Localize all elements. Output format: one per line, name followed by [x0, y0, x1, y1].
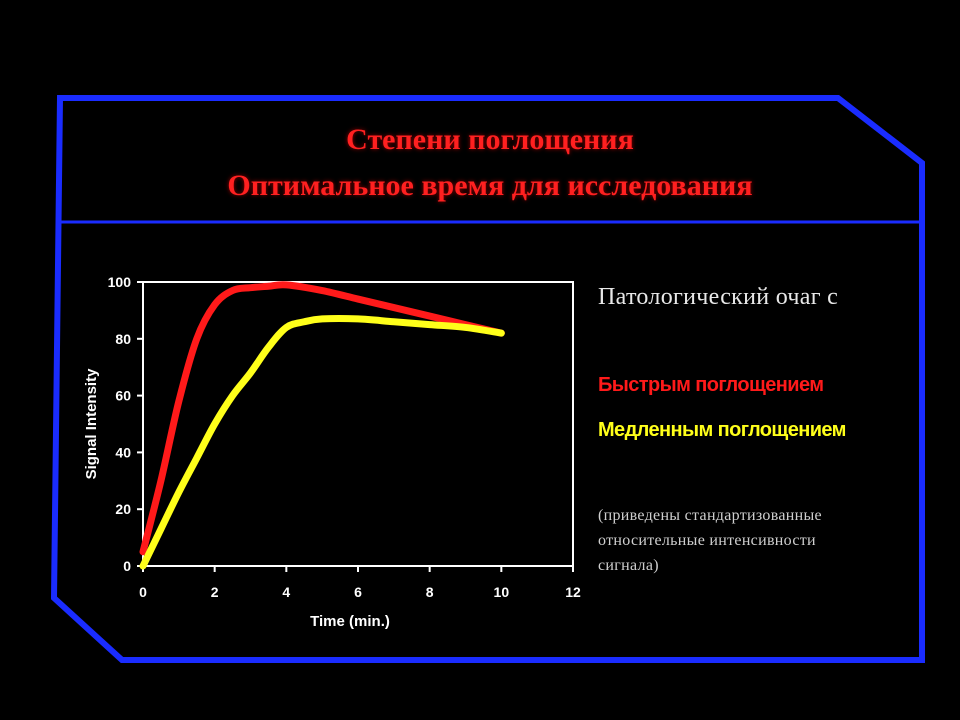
y-tick-label: 100 — [108, 274, 132, 290]
frame-border — [50, 95, 925, 663]
legend-fast-uptake: Быстрым поглощением — [598, 374, 824, 396]
legend-heading: Патологический очаг с — [598, 284, 839, 310]
y-axis-label: Signal Intensity — [83, 368, 100, 480]
x-axis-label: Time (min.) — [310, 613, 390, 630]
x-tick-label: 2 — [211, 584, 219, 600]
chart-series — [139, 281, 505, 570]
x-tick-label: 8 — [426, 584, 434, 600]
x-tick-label: 6 — [354, 584, 362, 600]
plot-area-border — [142, 281, 574, 567]
x-axis-ticks: 0 2 4 6 8 10 12 — [139, 566, 581, 600]
y-tick-label: 0 — [123, 558, 131, 574]
note-line1: (приведены стандартизованные — [598, 507, 822, 524]
y-tick-label: 20 — [115, 501, 131, 517]
series-fast-uptake-line — [139, 281, 505, 556]
y-tick-label: 80 — [115, 331, 131, 347]
y-tick-label: 60 — [115, 388, 131, 404]
x-tick-label: 0 — [139, 584, 147, 600]
y-axis-ticks: 0 20 40 60 80 100 — [108, 274, 143, 574]
note-line2: относительные интенсивности — [598, 532, 816, 549]
slide-title-line2: Оптимальное время для исследования — [227, 169, 753, 202]
x-tick-label: 10 — [494, 584, 510, 600]
legend-slow-uptake: Медленным поглощением — [598, 419, 846, 441]
x-tick-label: 4 — [282, 584, 290, 600]
slide-title-line1: Степени поглощения — [346, 123, 634, 156]
x-tick-label: 12 — [565, 584, 581, 600]
note-line3: сигнала) — [598, 557, 659, 574]
series-slow-uptake-line — [139, 315, 505, 570]
y-tick-label: 40 — [115, 444, 131, 460]
